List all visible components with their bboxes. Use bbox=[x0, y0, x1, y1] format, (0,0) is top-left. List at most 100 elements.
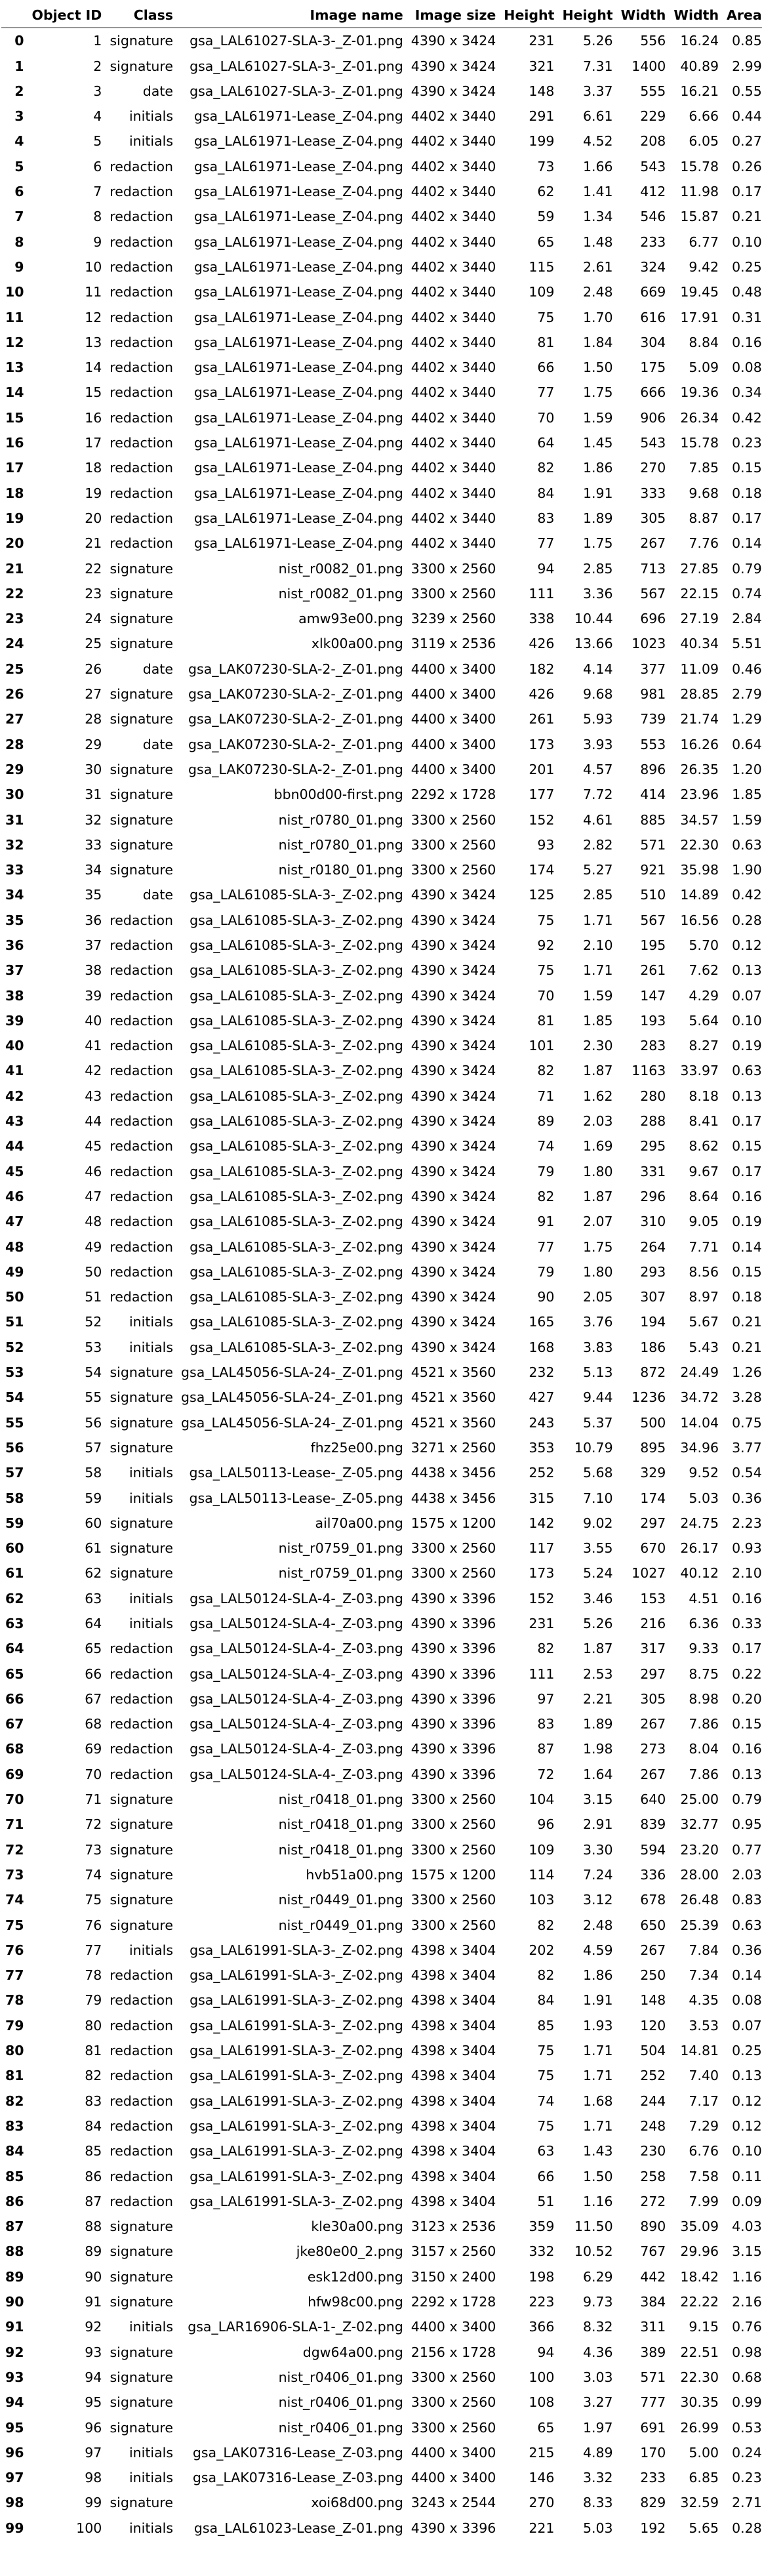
row-index: 97 bbox=[5, 2470, 24, 2486]
height-px-cell: 66 bbox=[537, 359, 555, 376]
height-pct-cell: 8.33 bbox=[582, 2495, 613, 2511]
width-px-cell: 258 bbox=[640, 2168, 666, 2184]
class-cell: signature bbox=[110, 636, 174, 652]
height-pct-cell: 1.64 bbox=[582, 1766, 613, 1782]
object-id-cell: 72 bbox=[85, 1816, 102, 1833]
row-index: 8 bbox=[14, 234, 24, 250]
height-pct-cell: 5.26 bbox=[582, 1616, 613, 1631]
height-pct-cell: 7.24 bbox=[582, 1866, 613, 1883]
image-size-cell: 4402 x 3440 bbox=[411, 334, 496, 350]
image-name-cell: gsa_LAL61971-Lease_Z-04.png bbox=[193, 284, 403, 300]
row-index: 9 bbox=[14, 258, 24, 275]
class-cell: redaction bbox=[110, 284, 174, 300]
width-pct-cell: 5.09 bbox=[689, 359, 719, 376]
image-size-cell: 4400 x 3400 bbox=[411, 661, 496, 677]
width-pct-cell: 7.29 bbox=[689, 2117, 719, 2134]
column-header-image-name: Image name bbox=[310, 7, 403, 23]
height-px-cell: 62 bbox=[537, 184, 555, 200]
row-index: 48 bbox=[5, 1238, 24, 1255]
table-row: 50 51 redaction gsa_LAL61085-SLA-3-_Z-02.pn… bbox=[1, 1284, 762, 1309]
image-name-cell: nist_r0449_01.png bbox=[278, 1917, 403, 1933]
width-pct-cell: 17.91 bbox=[680, 309, 719, 325]
width-pct-cell: 14.04 bbox=[680, 1414, 719, 1431]
class-cell: redaction bbox=[110, 234, 174, 250]
image-name-cell: gsa_LAL61991-SLA-3-_Z-02.png bbox=[190, 1942, 403, 1958]
width-px-cell: 543 bbox=[640, 435, 666, 451]
image-name-cell: jke80e00_2.png bbox=[296, 2243, 403, 2260]
width-px-cell: 414 bbox=[640, 787, 666, 803]
column-header-class: Class bbox=[133, 7, 174, 23]
image-name-cell: gsa_LAR16906-SLA-1-_Z-02.png bbox=[188, 2319, 403, 2335]
class-cell: redaction bbox=[110, 1188, 174, 1204]
row-index: 44 bbox=[5, 1138, 24, 1155]
object-id-cell: 100 bbox=[76, 2520, 102, 2536]
row-index: 1 bbox=[14, 58, 24, 74]
class-cell: redaction bbox=[110, 384, 174, 401]
height-pct-cell: 3.30 bbox=[582, 1841, 613, 1858]
image-size-cell: 3300 x 2560 bbox=[411, 1540, 496, 1557]
image-name-cell: gsa_LAL61991-SLA-3-_Z-02.png bbox=[190, 1992, 403, 2009]
height-px-cell: 125 bbox=[529, 887, 555, 903]
image-size-cell: 4400 x 3400 bbox=[411, 686, 496, 703]
area-cell: 0.46 bbox=[732, 661, 762, 677]
class-cell: redaction bbox=[110, 535, 174, 552]
image-name-cell: gsa_LAL50113-Lease-_Z-05.png bbox=[189, 1465, 403, 1481]
class-cell: redaction bbox=[110, 1063, 174, 1079]
image-size-cell: 4400 x 3400 bbox=[411, 2470, 496, 2486]
height-px-cell: 111 bbox=[529, 585, 555, 602]
column-header-image-size: Image size bbox=[414, 7, 496, 23]
height-px-cell: 109 bbox=[529, 284, 555, 300]
table-row: 76 77 initials gsa_LAL61991-SLA-3-_Z-02.png… bbox=[1, 1938, 762, 1963]
height-pct-cell: 3.03 bbox=[582, 2369, 613, 2385]
image-name-cell: gsa_LAL61971-Lease_Z-04.png bbox=[193, 409, 403, 426]
object-id-cell: 79 bbox=[85, 1992, 102, 2009]
image-size-cell: 4398 x 3404 bbox=[411, 2117, 496, 2134]
image-name-cell: gsa_LAL50124-SLA-4-_Z-03.png bbox=[190, 1741, 403, 1757]
height-px-cell: 115 bbox=[529, 258, 555, 275]
height-px-cell: 261 bbox=[529, 711, 555, 727]
width-pct-cell: 22.22 bbox=[680, 2294, 719, 2310]
area-cell: 0.10 bbox=[732, 2143, 762, 2159]
height-px-cell: 366 bbox=[529, 2319, 555, 2335]
class-cell: redaction bbox=[110, 1967, 174, 1984]
height-px-cell: 223 bbox=[529, 2294, 555, 2310]
width-pct-cell: 26.17 bbox=[680, 1540, 719, 1557]
table-row: 52 53 initials gsa_LAL61085-SLA-3-_Z-02.png… bbox=[1, 1335, 762, 1360]
class-cell: initials bbox=[129, 2444, 174, 2461]
width-pct-cell: 5.00 bbox=[689, 2444, 719, 2461]
height-px-cell: 70 bbox=[537, 987, 555, 1004]
width-pct-cell: 9.68 bbox=[689, 485, 719, 501]
class-cell: initials bbox=[129, 1942, 174, 1958]
row-index: 67 bbox=[5, 1716, 24, 1732]
height-pct-cell: 4.36 bbox=[582, 2344, 613, 2360]
row-index: 12 bbox=[5, 334, 24, 350]
image-size-cell: 4521 x 3560 bbox=[411, 1389, 496, 1406]
height-px-cell: 252 bbox=[529, 1465, 555, 1481]
image-name-cell: nist_r0406_01.png bbox=[278, 2369, 403, 2385]
area-cell: 4.03 bbox=[732, 2218, 762, 2235]
image-size-cell: 4402 x 3440 bbox=[411, 158, 496, 174]
width-px-cell: 1163 bbox=[632, 1063, 666, 1079]
height-pct-cell: 1.86 bbox=[582, 460, 613, 476]
image-name-cell: gsa_LAL61085-SLA-3-_Z-02.png bbox=[190, 937, 403, 953]
height-px-cell: 104 bbox=[529, 1791, 555, 1808]
class-cell: redaction bbox=[110, 1214, 174, 1230]
height-px-cell: 332 bbox=[529, 2243, 555, 2260]
image-name-cell: gsa_LAL61991-SLA-3-_Z-02.png bbox=[190, 2068, 403, 2084]
object-id-cell: 56 bbox=[85, 1414, 102, 1431]
image-name-cell: gsa_LAL61027-SLA-3-_Z-01.png bbox=[190, 58, 403, 74]
image-size-cell: 4390 x 3424 bbox=[411, 1163, 496, 1179]
object-id-cell: 52 bbox=[85, 1314, 102, 1330]
image-size-cell: 3123 x 2536 bbox=[411, 2218, 496, 2235]
object-id-cell: 63 bbox=[85, 1590, 102, 1606]
class-cell: initials bbox=[129, 108, 174, 125]
area-cell: 0.63 bbox=[732, 1063, 762, 1079]
object-id-cell: 53 bbox=[85, 1339, 102, 1355]
row-index: 29 bbox=[5, 761, 24, 777]
height-pct-cell: 2.10 bbox=[582, 937, 613, 953]
row-index: 68 bbox=[5, 1741, 24, 1757]
image-size-cell: 3119 x 2536 bbox=[411, 636, 496, 652]
object-id-cell: 30 bbox=[85, 761, 102, 777]
row-index: 24 bbox=[5, 636, 24, 652]
object-id-cell: 65 bbox=[85, 1641, 102, 1657]
